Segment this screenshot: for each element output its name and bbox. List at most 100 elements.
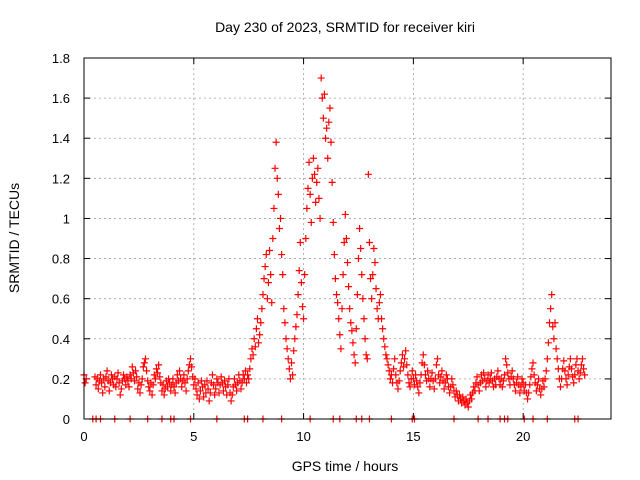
data-point [237, 385, 245, 393]
data-point [305, 158, 313, 166]
data-point [242, 379, 250, 387]
data-point [380, 335, 388, 343]
data-point [502, 355, 510, 363]
data-point [213, 375, 221, 383]
data-point [440, 385, 448, 393]
data-point [571, 371, 579, 379]
data-point [384, 361, 392, 369]
data-point [228, 391, 236, 399]
data-point [300, 315, 308, 323]
data-point [102, 373, 110, 381]
data-point [535, 375, 543, 383]
data-point [364, 170, 372, 178]
data-point [354, 255, 362, 263]
data-point [201, 381, 209, 389]
data-point [403, 361, 411, 369]
data-point [398, 351, 406, 359]
data-point [379, 325, 387, 333]
data-point [452, 387, 460, 395]
data-point [183, 375, 191, 383]
data-point [252, 325, 260, 333]
data-point [499, 377, 507, 385]
data-point [408, 367, 416, 375]
data-point [326, 104, 334, 112]
data-point [340, 239, 348, 247]
data-point [381, 343, 389, 351]
data-point [283, 345, 291, 353]
data-point [334, 299, 342, 307]
data-point [138, 375, 146, 383]
data-point [561, 367, 569, 375]
data-point [180, 371, 188, 379]
data-point [255, 339, 263, 347]
data-point [227, 397, 235, 405]
data-point [404, 371, 412, 379]
data-point [316, 214, 324, 222]
data-point [258, 305, 266, 313]
data-point [260, 275, 268, 283]
data-point [103, 367, 111, 375]
data-point [160, 391, 168, 399]
data-point [302, 235, 310, 242]
data-point [116, 391, 124, 399]
data-point [288, 359, 296, 367]
data-point [526, 381, 534, 389]
data-point [264, 279, 272, 287]
data-point [281, 319, 289, 327]
data-point [553, 355, 561, 363]
data-point [339, 271, 347, 279]
data-point [295, 267, 303, 275]
data-point [551, 319, 559, 327]
data-point [570, 379, 578, 387]
data-point [323, 124, 331, 132]
data-point [437, 373, 445, 381]
data-point [262, 251, 270, 259]
data-point [414, 383, 422, 391]
data-point [139, 363, 147, 371]
data-point [128, 363, 136, 371]
data-point [394, 385, 402, 393]
x-tick-labels: 0 5 10 15 20 [80, 429, 530, 444]
data-point [96, 371, 104, 379]
data-point [92, 381, 100, 389]
data-point [314, 164, 322, 172]
data-point [230, 375, 238, 383]
data-point [350, 351, 358, 359]
data-point [182, 387, 190, 395]
x-axis-label: GPS time / hours [292, 458, 399, 474]
data-point [421, 371, 429, 379]
data-point [475, 387, 483, 395]
data-point [397, 359, 405, 367]
data-point [508, 367, 516, 375]
data-point [210, 381, 218, 389]
x-tick-label: 10 [296, 429, 310, 444]
data-point [357, 245, 365, 253]
data-point [348, 327, 356, 335]
data-point [430, 385, 438, 393]
data-point [560, 357, 568, 365]
data-point [504, 369, 512, 377]
data-point [358, 271, 366, 279]
data-point [359, 295, 367, 303]
y-tick-label: 1.2 [52, 171, 70, 186]
data-point [112, 383, 120, 391]
data-point [419, 351, 427, 359]
data-point [426, 383, 434, 391]
data-point [200, 393, 208, 401]
data-point [190, 381, 198, 389]
data-point [420, 361, 428, 369]
x-tick-label: 0 [80, 429, 87, 444]
data-point [537, 391, 545, 399]
data-point [125, 383, 133, 391]
data-point [336, 331, 344, 339]
data-point [294, 291, 302, 299]
data-point [224, 381, 232, 389]
data-point [356, 224, 364, 232]
data-point [271, 164, 279, 172]
data-point [131, 377, 139, 385]
data-point [434, 355, 442, 363]
data-point [204, 385, 212, 393]
data-point [325, 118, 333, 126]
y-tick-label: 0.8 [52, 252, 70, 267]
data-point [101, 383, 109, 391]
